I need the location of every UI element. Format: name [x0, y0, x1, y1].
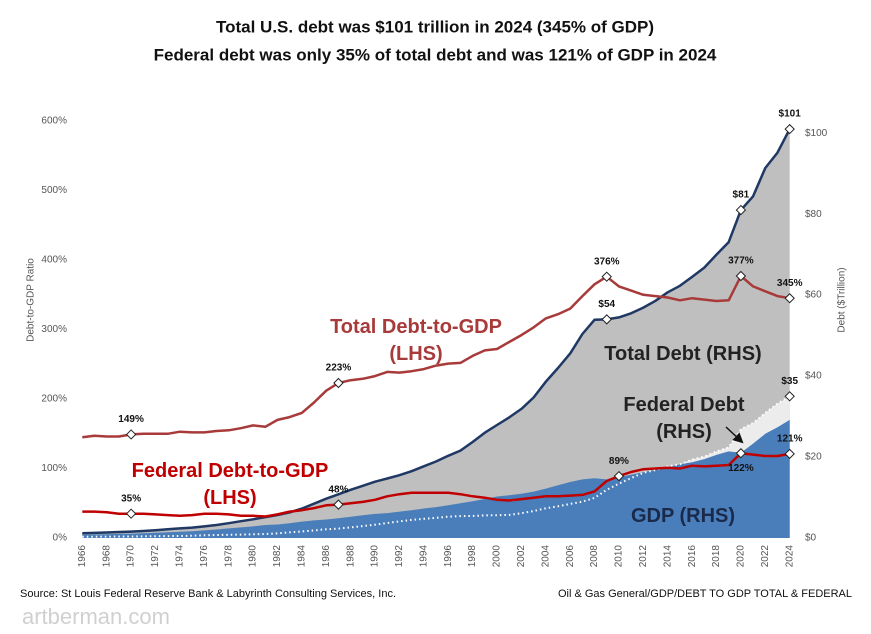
- y2-tick-label: $80: [805, 209, 822, 220]
- x-tick-label: 2010: [614, 545, 625, 568]
- y2-tick-label: $60: [805, 290, 822, 301]
- data-point: [735, 448, 747, 459]
- x-tick-label: 2006: [565, 545, 576, 568]
- data-point: [784, 448, 795, 460]
- x-tick-label: 2022: [760, 545, 771, 568]
- series-label: GDP (RHS): [630, 505, 736, 527]
- y-tick-label: 400%: [41, 255, 67, 266]
- series-area: [82, 419, 790, 538]
- series-line: [82, 395, 791, 538]
- x-tick-label: 1978: [223, 545, 234, 568]
- data-label: 345%: [777, 278, 803, 289]
- series-label: Total Debt-to-GDP (LHS): [330, 316, 502, 365]
- x-tick-label: 2008: [589, 545, 600, 568]
- x-tick-label: 1970: [126, 545, 137, 568]
- y-tick-label: 0%: [53, 533, 68, 544]
- x-tick-label: 1966: [77, 545, 88, 568]
- data-point: [784, 123, 795, 135]
- data-point: [601, 271, 612, 282]
- source-note: Source: St Louis Federal Reserve Bank & …: [20, 588, 396, 600]
- y-tick-label: 600%: [41, 116, 67, 127]
- x-tick-label: 1988: [345, 545, 356, 568]
- y2-tick-label: $20: [805, 452, 822, 463]
- x-tick-label: 1998: [467, 545, 478, 568]
- y2-tick-label: $0: [805, 533, 817, 544]
- data-point: [613, 470, 625, 482]
- x-tick-label: 2020: [736, 545, 747, 568]
- x-tick-label: 1996: [443, 545, 454, 568]
- annotation-arrow: [725, 426, 744, 444]
- series-label: Federal Debt-to-GDP (LHS): [131, 460, 329, 509]
- data-point: [125, 508, 137, 519]
- y-tick-label: 200%: [41, 394, 67, 405]
- x-tick-label: 2012: [638, 545, 649, 568]
- data-point: [601, 314, 612, 325]
- data-label: 121%: [777, 434, 803, 445]
- x-tick-label: 1986: [321, 545, 332, 568]
- x-tick-label: 2014: [662, 545, 673, 568]
- data-label: $101: [779, 109, 802, 120]
- footnote: Oil & Gas General/GDP/DEBT TO GDP TOTAL …: [558, 588, 852, 600]
- watermark: artberman.com: [22, 604, 170, 629]
- data-label: 223%: [326, 363, 352, 374]
- y-axis-label: Debt-to-GDP Ratio: [26, 258, 37, 342]
- series-line: [82, 451, 790, 518]
- data-label: 376%: [594, 256, 620, 267]
- data-label: $81: [733, 190, 750, 201]
- x-tick-label: 1984: [296, 545, 307, 568]
- data-point: [125, 429, 137, 440]
- chart-subtitle: Federal debt was only 35% of total debt …: [154, 45, 717, 64]
- y2-tick-label: $40: [805, 371, 822, 382]
- series-line: [82, 128, 791, 535]
- y2-tick-label: $100: [805, 128, 828, 139]
- x-tick-label: 2004: [540, 545, 551, 568]
- data-point: [333, 377, 344, 389]
- x-tick-label: 2016: [687, 545, 698, 568]
- y2-axis-label: Debt ($Trillion): [837, 267, 848, 332]
- x-tick-label: 2000: [492, 545, 503, 568]
- series-area: [82, 129, 790, 538]
- series-label: Total Debt (RHS): [604, 343, 762, 365]
- x-tick-label: 1974: [175, 545, 186, 568]
- x-tick-label: 1976: [199, 545, 210, 568]
- data-point: [784, 391, 795, 402]
- x-tick-label: 1972: [150, 545, 161, 568]
- data-label: $35: [781, 376, 798, 387]
- x-tick-label: 1994: [418, 545, 429, 568]
- x-tick-label: 2002: [516, 545, 527, 568]
- x-tick-label: 2024: [784, 545, 795, 568]
- data-label: 377%: [728, 256, 754, 267]
- chart-title: Total U.S. debt was $101 trillion in 202…: [216, 17, 654, 36]
- data-point: [784, 293, 795, 304]
- data-label: 48%: [328, 484, 348, 495]
- data-label: 89%: [609, 456, 629, 467]
- x-tick-label: 1990: [370, 545, 381, 568]
- data-label: 149%: [118, 414, 144, 425]
- data-label: 122%: [728, 463, 754, 474]
- data-point: [333, 499, 344, 510]
- y-tick-label: 500%: [41, 185, 67, 196]
- x-tick-label: 1980: [248, 545, 259, 568]
- plot-area: 0% 100% 200% 300% 400% 500% 600% $0 $20 $40 $60 $80…: [41, 109, 827, 568]
- x-tick-label: 1968: [101, 545, 112, 568]
- series-line: [82, 274, 790, 439]
- data-point: [735, 270, 747, 282]
- y-tick-label: 100%: [41, 463, 67, 474]
- x-tick-label: 1982: [272, 545, 283, 568]
- series-label: Federal Debt (RHS): [623, 394, 745, 443]
- data-label: 35%: [121, 493, 141, 504]
- y-tick-label: 300%: [41, 324, 67, 335]
- data-point: [735, 204, 747, 216]
- x-tick-label: 1992: [394, 545, 405, 568]
- data-label: $54: [598, 299, 615, 310]
- x-tick-label: 2018: [711, 545, 722, 568]
